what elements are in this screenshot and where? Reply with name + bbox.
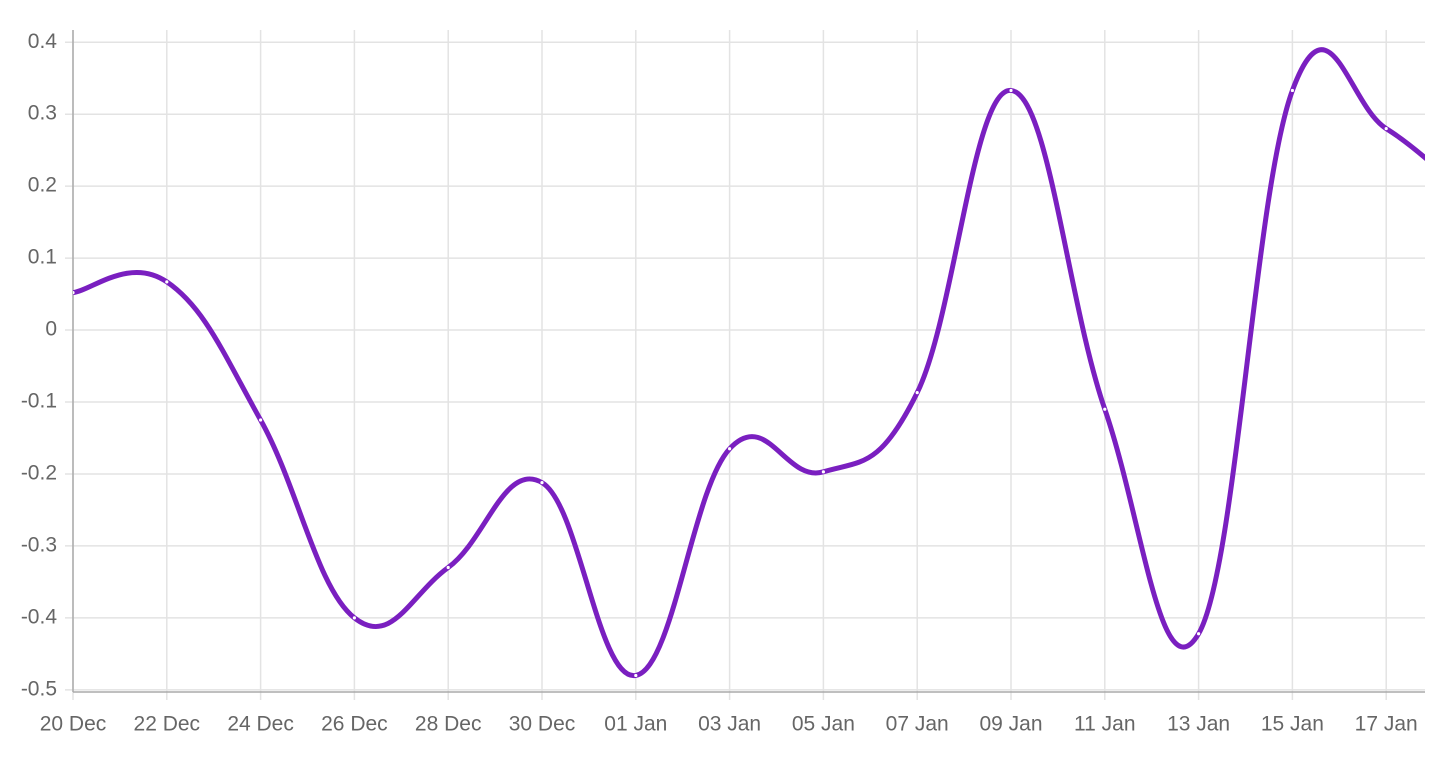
x-tick-label: 13 Jan <box>1167 713 1230 736</box>
data-point <box>1009 88 1013 93</box>
x-tick-label: 05 Jan <box>792 713 855 736</box>
y-tick-label: 0.2 <box>28 174 57 197</box>
data-line <box>73 47 1425 678</box>
x-tick-label: 01 Jan <box>604 713 667 736</box>
data-point <box>728 447 732 451</box>
x-tick-label: 11 Jan <box>1074 713 1136 736</box>
data-point <box>1103 407 1107 411</box>
y-tick-label: -0.5 <box>21 677 57 700</box>
x-tick-label: 20 Dec <box>40 713 107 736</box>
data-point <box>821 470 826 474</box>
x-tick-label: 26 Dec <box>321 713 388 736</box>
data-point <box>73 291 75 295</box>
data-point <box>259 418 263 422</box>
data-point <box>352 616 356 620</box>
y-tick-label: -0.3 <box>21 533 57 556</box>
x-tick-label: 30 Dec <box>509 713 576 736</box>
data-point <box>634 673 638 678</box>
y-tick-label: 0.4 <box>28 30 58 53</box>
y-tick-label: -0.2 <box>21 462 57 485</box>
y-tick-label: -0.1 <box>21 390 57 413</box>
data-point <box>446 565 450 570</box>
y-tick-label: 0.3 <box>28 102 57 125</box>
data-point <box>915 391 919 395</box>
x-tick-label: 22 Dec <box>134 713 201 736</box>
x-tick-label: 03 Jan <box>698 713 761 736</box>
x-tick-label: 09 Jan <box>979 713 1042 736</box>
data-point <box>1384 126 1388 131</box>
y-tick-label: 0 <box>45 318 57 341</box>
data-point <box>1197 632 1201 636</box>
x-tick-label: 15 Jan <box>1261 713 1324 736</box>
x-tick-label: 28 Dec <box>415 713 482 736</box>
x-tick-label: 07 Jan <box>886 713 949 736</box>
plot <box>73 47 1425 678</box>
x-tick-label: 24 Dec <box>227 713 294 736</box>
x-tick-label: 17 Jan <box>1355 713 1418 736</box>
y-tick-label: -0.4 <box>21 605 58 628</box>
data-point <box>540 481 544 485</box>
data-point <box>1290 88 1294 93</box>
data-point <box>165 280 169 284</box>
y-tick-label: 0.1 <box>28 246 57 269</box>
